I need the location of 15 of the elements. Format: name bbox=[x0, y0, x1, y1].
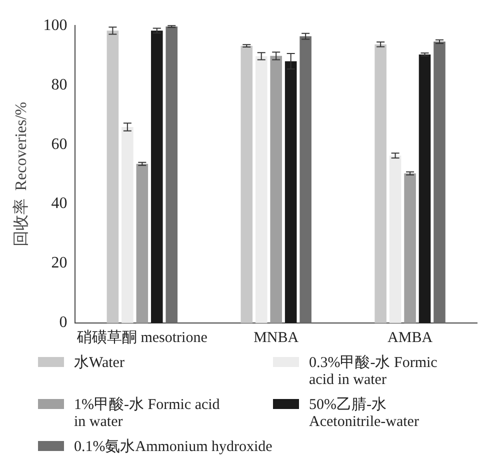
x-tick-label: 硝磺草酮 mesotrione bbox=[76, 328, 208, 346]
y-tick-label: 0 bbox=[59, 314, 68, 332]
legend-label: 水Water bbox=[74, 354, 124, 372]
y-tick-label: 60 bbox=[51, 136, 68, 153]
x-tick-label: AMBA bbox=[388, 330, 433, 346]
y-tick-label: 80 bbox=[51, 76, 68, 94]
y-tick-label: 100 bbox=[43, 16, 68, 34]
legend-label: 50%乙腈-水 Acetonitrile-water bbox=[309, 396, 420, 431]
y-tick-label: 40 bbox=[51, 195, 68, 212]
legend-label: 0.3%甲酸-水 Formic acid in water bbox=[309, 354, 438, 389]
y-axis-title: 回收率 Recoveries/% bbox=[12, 102, 30, 247]
legend-label: 0.1%氨水Ammonium hydroxide bbox=[74, 438, 272, 456]
y-tick-label: 20 bbox=[51, 254, 68, 272]
x-tick-label: MNBA bbox=[254, 330, 299, 346]
legend-label: 1%甲酸-水 Formic acid in water bbox=[74, 396, 221, 431]
